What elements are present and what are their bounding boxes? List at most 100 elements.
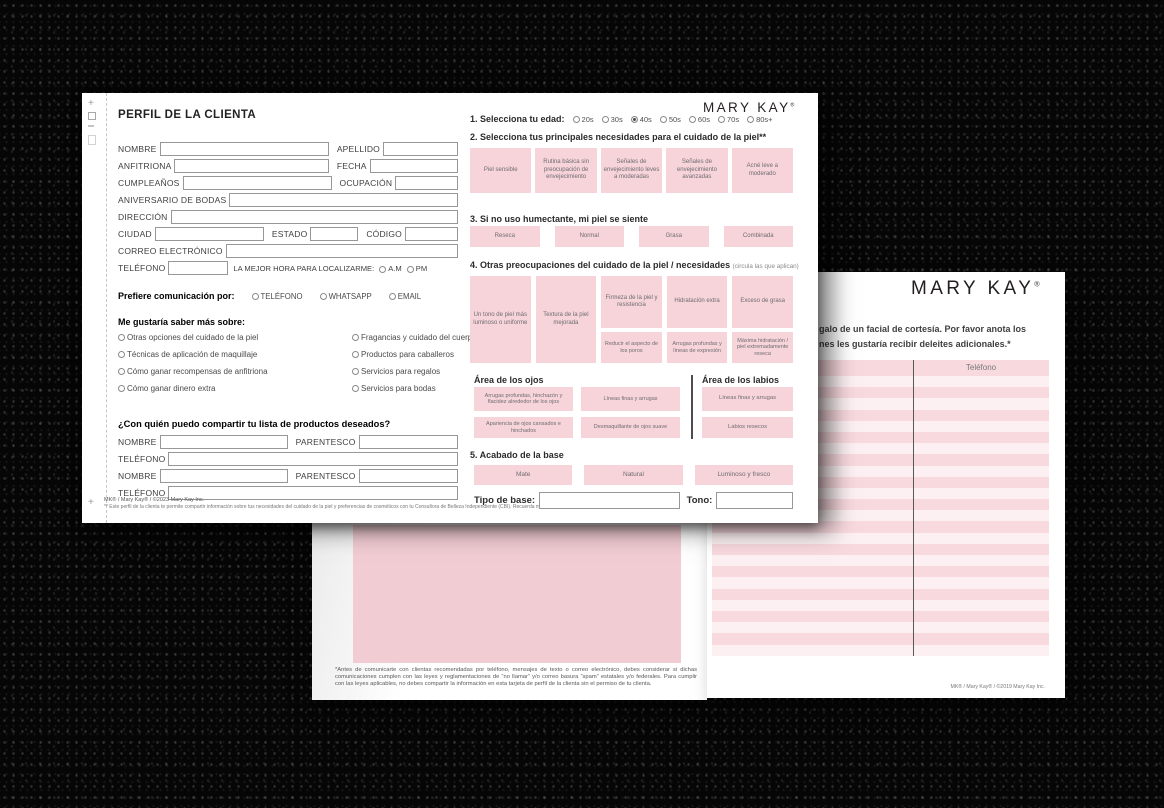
lip-area-button[interactable]: Labios resecos [702, 417, 793, 438]
option-email[interactable]: EMAIL [388, 292, 421, 301]
pm-radio[interactable] [406, 265, 414, 273]
fecha-field[interactable] [369, 159, 458, 173]
radio[interactable] [718, 115, 725, 123]
eye-area-button[interactable]: Arrugas profundas, hinchazón y flacidez … [474, 387, 573, 411]
age-option-80s[interactable]: 80s+ [747, 115, 773, 124]
radio[interactable] [601, 115, 609, 123]
share-parentesco-field-1[interactable] [358, 435, 458, 449]
referral-table-row[interactable] [712, 610, 1049, 623]
concern-button[interactable]: Exceso de grasa [732, 276, 793, 328]
option-telefono[interactable]: TELÉFONO [251, 292, 303, 301]
share-telefono-field-2[interactable] [168, 486, 458, 500]
concern-button[interactable]: Textura de la piel mejorada [535, 276, 597, 363]
lip-area-button[interactable]: Líneas finas y arrugas [702, 387, 793, 411]
referral-table-row[interactable] [712, 521, 1049, 533]
referral-table-row[interactable] [712, 599, 1049, 611]
radio[interactable] [118, 385, 125, 392]
radio[interactable] [352, 351, 359, 358]
option-whatsapp[interactable]: WHATSAPP [319, 292, 372, 301]
radio[interactable] [747, 115, 755, 123]
estado-field[interactable] [310, 227, 359, 241]
concern-button[interactable]: Firmeza de la piel y resistencia [601, 276, 662, 328]
option-maquillaje[interactable]: Técnicas de aplicación de maquillaje [118, 350, 352, 359]
radio[interactable] [352, 385, 359, 392]
referral-table-row[interactable] [712, 476, 1049, 488]
whatsapp-radio[interactable] [319, 292, 327, 300]
option-dinero-extra[interactable]: Cómo ganar dinero extra [118, 384, 352, 393]
referral-table-row[interactable] [712, 376, 1049, 388]
option-recompensas[interactable]: Cómo ganar recompensas de anfitriona [118, 367, 352, 376]
skin-need-button[interactable]: Piel sensible [470, 148, 532, 193]
referral-table-row[interactable] [712, 644, 1049, 656]
email-radio[interactable] [388, 292, 396, 300]
am-option[interactable]: A.M [379, 263, 402, 275]
referral-table-row[interactable] [712, 555, 1049, 567]
ciudad-field[interactable] [154, 227, 264, 241]
pm-option[interactable]: PM [406, 263, 427, 275]
referral-table-row[interactable] [712, 398, 1049, 410]
referral-table-row[interactable] [712, 577, 1049, 589]
referral-table-rows[interactable] [712, 376, 1049, 656]
direccion-field[interactable] [170, 210, 458, 224]
apellido-field[interactable] [383, 142, 458, 156]
referral-table-row[interactable] [712, 420, 1049, 432]
age-option-40s-selected[interactable]: 40s [630, 115, 652, 124]
referral-table-row[interactable] [712, 588, 1049, 600]
referral-table-row[interactable] [712, 566, 1049, 578]
referral-table-row[interactable] [712, 633, 1049, 645]
referral-table-row[interactable] [712, 431, 1049, 444]
option-cuidado-piel[interactable]: Otras opciones del cuidado de la piel [118, 333, 352, 342]
referral-table-row[interactable] [712, 409, 1049, 421]
skin-feel-button[interactable]: Normal [554, 226, 624, 247]
option-regalos[interactable]: Servicios para regalos [352, 367, 508, 376]
aniversario-field[interactable] [229, 193, 458, 207]
skin-feel-button[interactable]: Combinada [723, 226, 793, 247]
concern-button[interactable]: Máxima hidratación / piel extremadamente… [732, 332, 793, 363]
telefono-radio[interactable] [251, 292, 259, 300]
eye-area-button[interactable]: Desmaquillante de ojos suave [581, 417, 680, 438]
tone-field[interactable] [716, 492, 793, 509]
base-type-field[interactable] [539, 492, 680, 509]
share-nombre-field-2[interactable] [159, 469, 288, 483]
concern-button[interactable]: Arrugas profundas y líneas de expresión [666, 332, 728, 363]
radio[interactable] [352, 334, 359, 341]
referral-table-row[interactable] [712, 499, 1049, 511]
ocupacion-field[interactable] [395, 176, 458, 190]
radio[interactable] [659, 115, 667, 123]
radio[interactable] [118, 334, 125, 341]
option-caballeros[interactable]: Productos para caballeros [352, 350, 508, 359]
referral-table-row[interactable] [712, 465, 1049, 477]
base-finish-button[interactable]: Natural [584, 465, 683, 485]
am-radio[interactable] [379, 265, 387, 273]
share-telefono-field-1[interactable] [168, 452, 458, 466]
age-option-70s[interactable]: 70s [718, 115, 739, 124]
correo-field[interactable] [225, 244, 458, 258]
referral-table-row[interactable] [712, 443, 1049, 455]
base-finish-button[interactable]: Mate [474, 465, 573, 485]
option-bodas[interactable]: Servicios para bodas [352, 384, 508, 393]
skin-feel-button[interactable]: Reseca [470, 226, 540, 247]
skin-need-button[interactable]: Acné leve a moderado [731, 148, 794, 193]
cumpleanos-field[interactable] [182, 176, 332, 190]
option-fragancias[interactable]: Fragancias y cuidado del cuerpo [352, 333, 508, 342]
radio[interactable] [572, 115, 580, 123]
referral-table-row[interactable] [712, 487, 1049, 500]
referral-table-row[interactable] [712, 532, 1049, 544]
radio[interactable] [118, 351, 125, 358]
eye-area-button[interactable]: Apariencia de ojos cansados e hinchados [474, 417, 573, 438]
radio[interactable] [688, 115, 696, 123]
age-option-20s[interactable]: 20s [572, 115, 594, 124]
referral-table-row[interactable] [712, 454, 1049, 466]
referral-table-row[interactable] [712, 622, 1049, 634]
codigo-field[interactable] [405, 227, 458, 241]
anfitriona-field[interactable] [174, 159, 329, 173]
referral-table-row[interactable] [712, 387, 1049, 399]
age-option-30s[interactable]: 30s [601, 115, 623, 124]
eye-area-button[interactable]: Líneas finas y arrugas [581, 387, 680, 411]
radio[interactable] [352, 368, 359, 375]
share-nombre-field-1[interactable] [159, 435, 288, 449]
radio-selected[interactable] [630, 115, 638, 123]
age-option-60s[interactable]: 60s [688, 115, 710, 124]
concern-button[interactable]: Un tono de piel más luminoso o uniforme [470, 276, 531, 363]
skin-feel-button[interactable]: Grasa [639, 226, 709, 247]
